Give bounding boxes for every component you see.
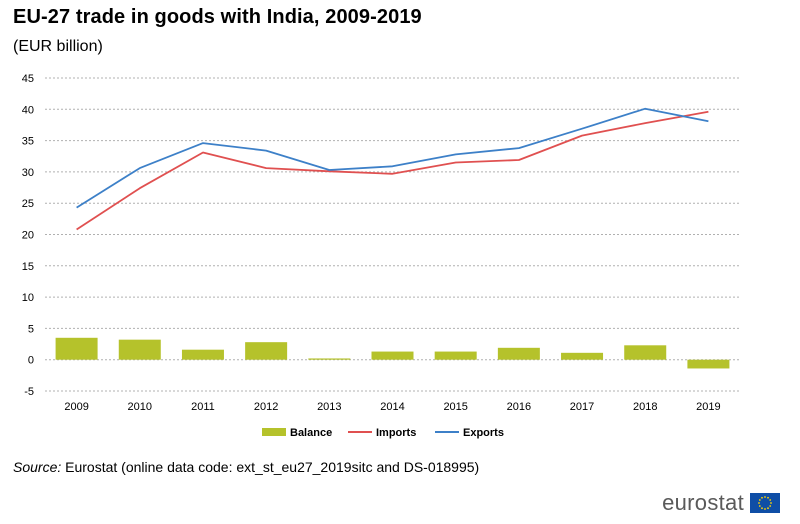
eu-flag-star: [770, 502, 772, 504]
eu-flag-star: [764, 508, 766, 510]
chart-subtitle: (EUR billion): [13, 38, 103, 55]
y-tick-label: 45: [22, 73, 34, 85]
x-tick-label: 2018: [633, 401, 657, 413]
source-label: Source:: [13, 459, 62, 475]
eu-flag-star: [758, 499, 761, 501]
x-tick-label: 2010: [128, 401, 152, 413]
balance-bar: [118, 339, 161, 360]
eu-flag-star: [758, 502, 760, 504]
y-tick-label: 15: [22, 261, 34, 273]
x-tick-label: 2014: [380, 401, 404, 413]
eurostat-logo: eurostat: [662, 490, 780, 516]
chart-title: EU-27 trade in goods with India, 2009-20…: [13, 6, 422, 28]
y-tick-label: 25: [22, 198, 34, 210]
x-tick-label: 2016: [507, 401, 531, 413]
balance-bar: [308, 358, 351, 360]
balance-bar: [434, 351, 477, 360]
eu-flag-star: [764, 496, 766, 498]
x-tick-label: 2015: [443, 401, 467, 413]
legend-label-exports: Exports: [463, 427, 504, 439]
legend-label-balance: Balance: [290, 427, 332, 439]
eu-flag-star: [758, 505, 761, 507]
y-tick-label: 30: [22, 167, 34, 179]
balance-bar: [181, 349, 224, 360]
x-tick-label: 2013: [317, 401, 341, 413]
balance-bar: [55, 337, 98, 360]
y-tick-label: 5: [28, 323, 34, 335]
eu-flag-star: [769, 505, 772, 507]
balance-bar: [497, 347, 540, 360]
y-tick-label: 10: [22, 292, 34, 304]
imports-line: [76, 110, 709, 231]
eu-flag-star: [761, 507, 763, 510]
brand-name: eurostat: [662, 490, 744, 515]
legend-swatch-balance: [262, 428, 286, 436]
x-tick-label: 2011: [191, 401, 215, 413]
balance-bar: [687, 359, 730, 369]
source-note: Source: Eurostat (online data code: ext_…: [13, 459, 479, 475]
eu-flag-star: [767, 496, 769, 499]
balance-bar: [561, 352, 604, 360]
x-tick-label: 2012: [254, 401, 278, 413]
x-tick-label: 2009: [64, 401, 88, 413]
y-tick-label: 40: [22, 104, 34, 116]
y-tick-label: -5: [24, 386, 34, 398]
y-tick-label: 35: [22, 136, 34, 148]
eu-flag-star: [761, 496, 763, 499]
source-text: Eurostat (online data code: ext_st_eu27_…: [65, 459, 480, 475]
x-tick-label: 2017: [570, 401, 594, 413]
legend-label-imports: Imports: [376, 427, 416, 439]
balance-bar: [371, 351, 414, 360]
exports-line: [76, 107, 709, 209]
balance-bar: [624, 345, 667, 360]
eu-flag-star: [769, 499, 772, 501]
eu-flag-icon: [750, 493, 780, 513]
eu-flag-background: [750, 493, 780, 513]
y-tick-label: 0: [28, 355, 34, 367]
x-tick-label: 2019: [696, 401, 720, 413]
y-tick-label: 20: [22, 230, 34, 242]
balance-bar: [245, 342, 288, 360]
eu-flag-star: [767, 507, 769, 510]
